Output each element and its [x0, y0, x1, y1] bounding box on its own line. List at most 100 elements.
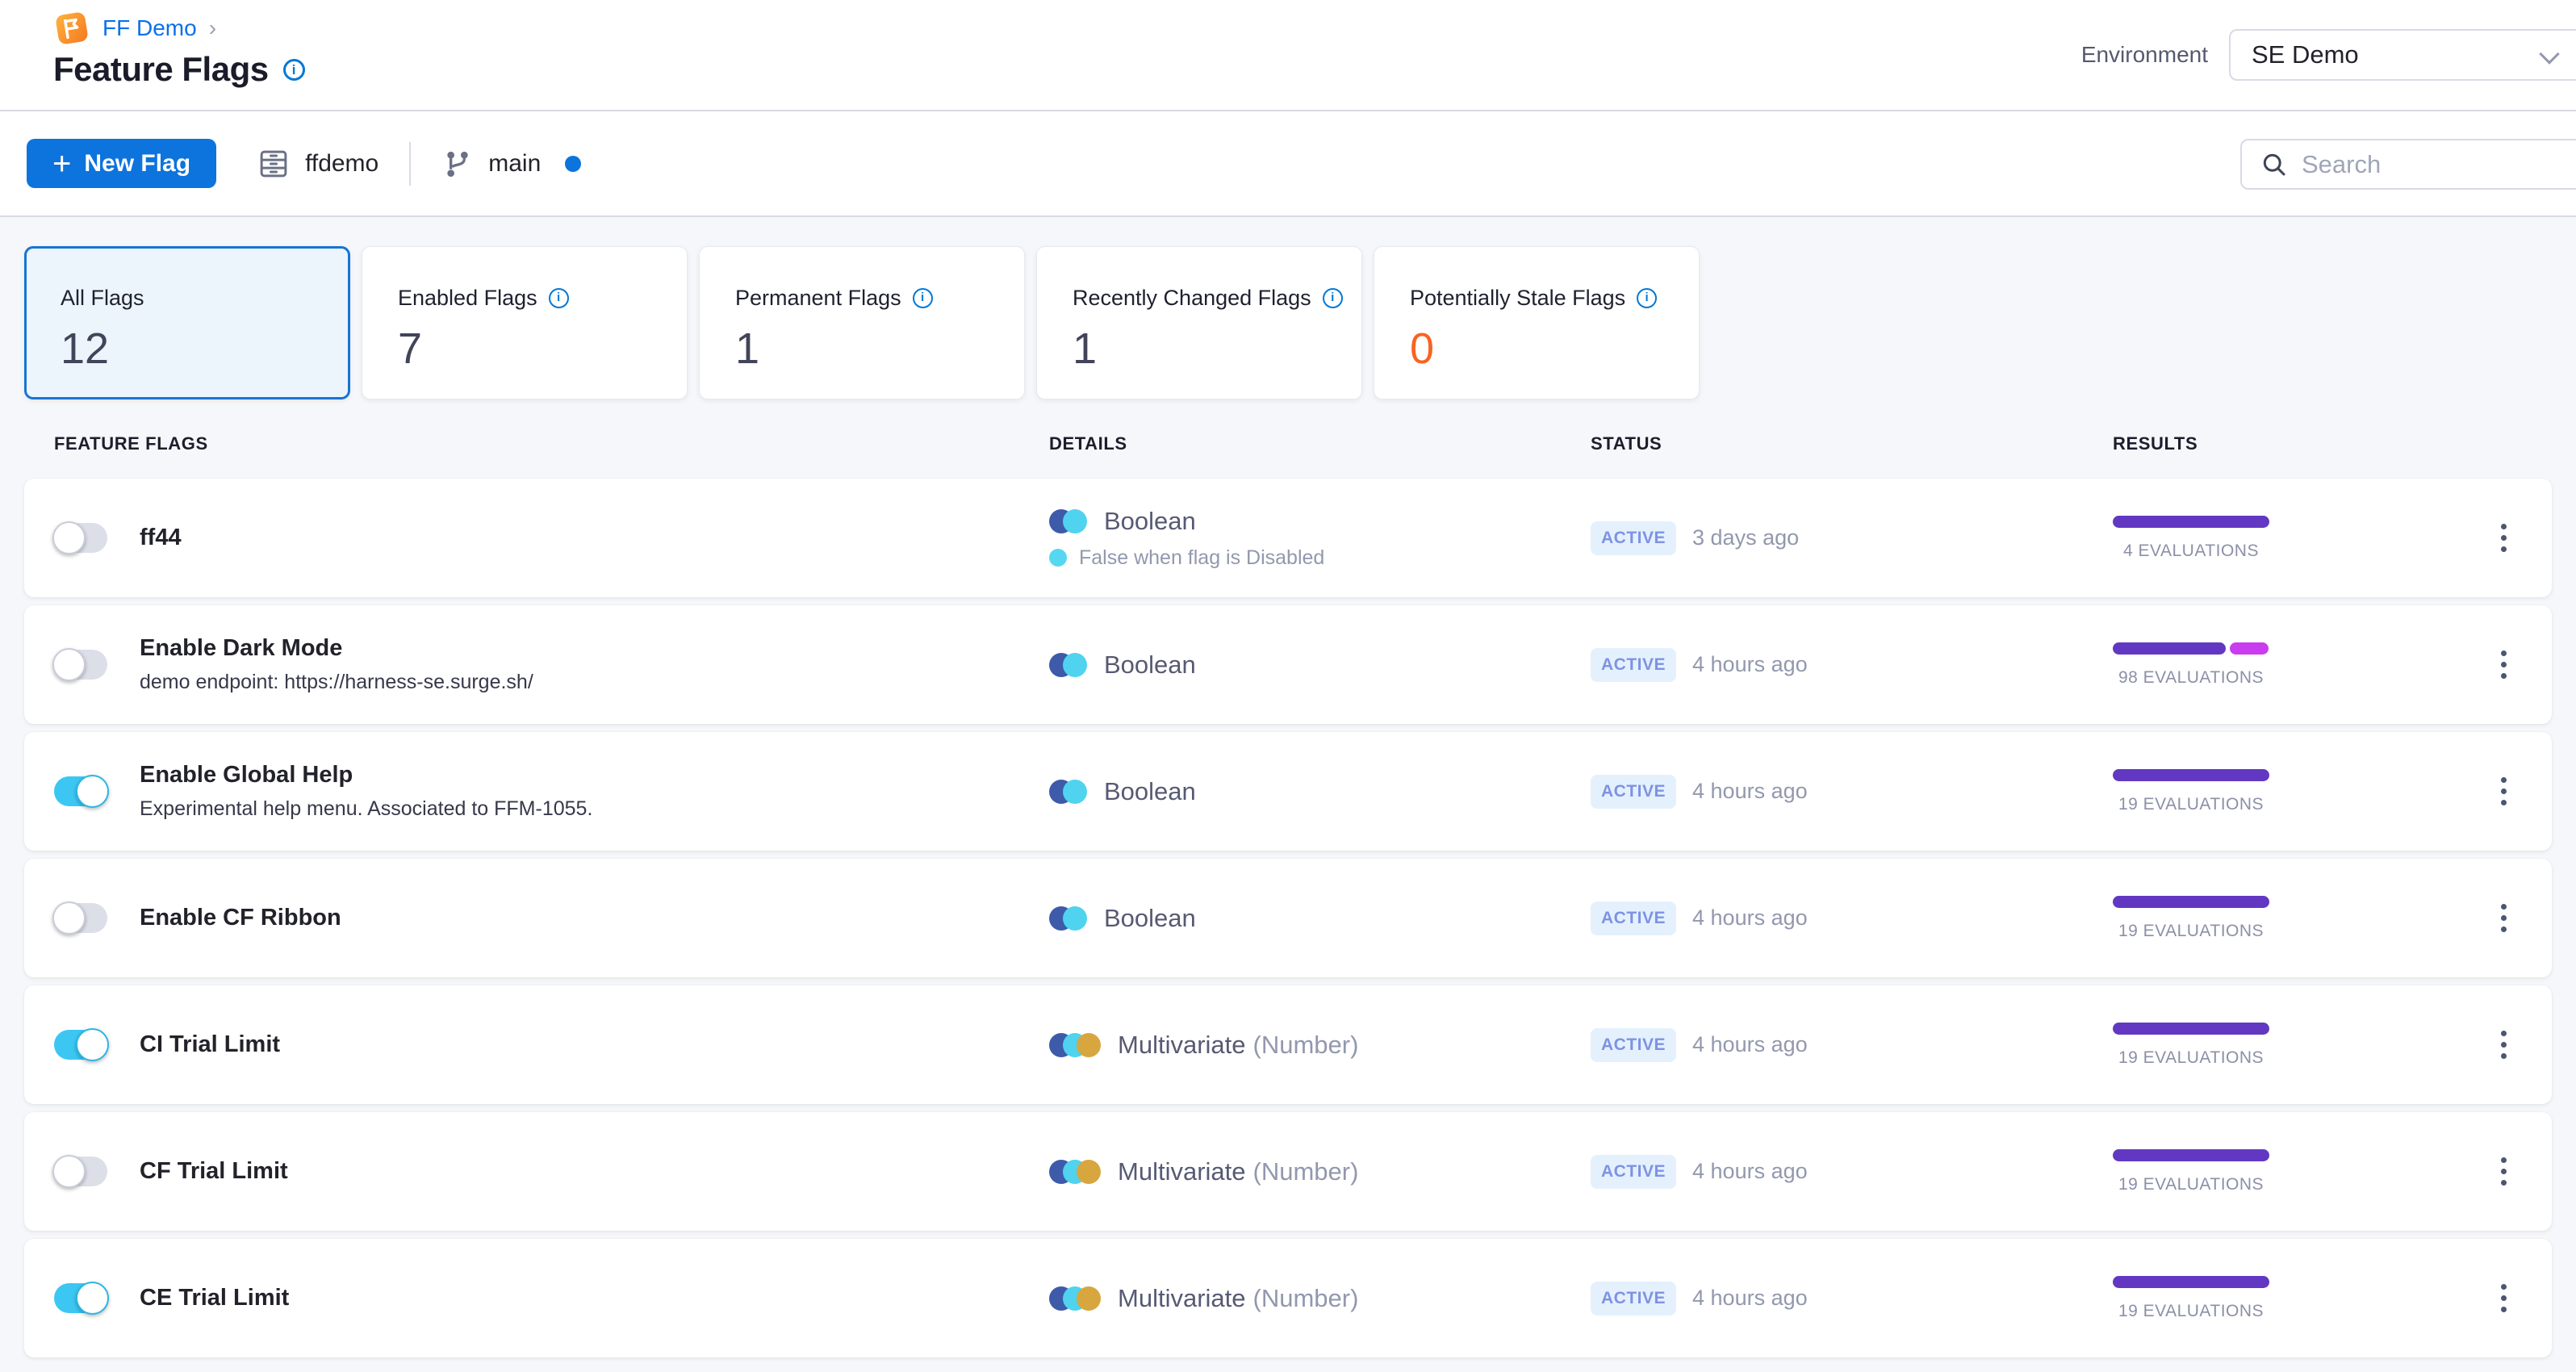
summary-card-label: Permanent Flags [735, 286, 901, 310]
info-icon[interactable] [1637, 288, 1658, 308]
row-menu-button[interactable] [2486, 1279, 2521, 1317]
flag-subtype: (Number) [1252, 1030, 1359, 1059]
flag-type-icon [1049, 906, 1088, 931]
toggle-knob [76, 1028, 109, 1061]
flag-toggle[interactable] [54, 775, 109, 808]
toggle-knob [76, 775, 109, 808]
flag-toggle[interactable] [52, 648, 107, 681]
new-flag-button[interactable]: + New Flag [27, 139, 217, 188]
info-icon[interactable] [912, 288, 933, 308]
flag-row[interactable]: CF Trial Limit Multivariate (Number) ACTI… [24, 1112, 2552, 1231]
summary-card-label: Enabled Flags [398, 286, 537, 310]
summary-card-label: Potentially Stale Flags [1410, 286, 1626, 310]
flag-type: Multivariate [1118, 1030, 1246, 1059]
row-menu-button[interactable] [2486, 519, 2521, 557]
flags-toolbar: + New Flag ffdemo main [0, 111, 2576, 217]
column-header-feature-flags: FEATURE FLAGS [54, 433, 208, 454]
flag-name: CE Trial Limit [140, 1285, 290, 1311]
summary-card-label: All Flags [61, 286, 144, 310]
toggle-knob [52, 521, 86, 554]
page-title-info-icon[interactable] [282, 58, 305, 81]
info-icon[interactable] [548, 288, 569, 308]
info-icon[interactable] [1322, 288, 1343, 308]
branch-selector[interactable]: main [441, 148, 582, 180]
status-badge: ACTIVE [1591, 774, 1677, 809]
table-header: FEATURE FLAGS DETAILS STATUS RESULTS [0, 433, 2576, 454]
flag-toggle[interactable] [52, 901, 107, 935]
flag-description: demo endpoint: https://harness-se.surge.… [140, 671, 533, 693]
breadcrumb: FF Demo › [53, 0, 2576, 47]
flag-row[interactable]: Enable CF Ribbon Boolean ACTIVE 4 hours … [24, 859, 2552, 977]
flag-type-icon [1049, 508, 1088, 533]
results-bar [2113, 1022, 2269, 1035]
search-icon [2263, 153, 2285, 175]
row-menu-button[interactable] [2486, 646, 2521, 684]
flag-type-icon [1049, 779, 1088, 804]
summary-card-value: 12 [61, 324, 110, 373]
results-bar [2113, 895, 2269, 908]
flag-toggle[interactable] [52, 1155, 107, 1188]
flag-toggle[interactable] [52, 521, 107, 554]
last-change-time: 4 hours ago [1692, 1159, 1808, 1183]
page-header: FF Demo › Feature Flags Environment SE D… [0, 0, 2576, 111]
row-menu-button[interactable] [2486, 772, 2521, 810]
summary-card[interactable]: Permanent Flags 1 [699, 246, 1025, 399]
results-bar [2113, 1148, 2269, 1161]
summary-card[interactable]: Potentially Stale Flags 0 [1374, 246, 1700, 399]
row-menu-button[interactable] [2486, 899, 2521, 937]
harness-ff-logo-icon [56, 12, 88, 44]
results-bar [2113, 1275, 2269, 1288]
flag-subtype: (Number) [1252, 1157, 1359, 1186]
summary-card-value: 1 [1073, 324, 1098, 373]
flags-list: ff44 Boolean False when flag is Disabled… [24, 479, 2552, 1357]
row-menu-button[interactable] [2486, 1152, 2521, 1190]
summary-card[interactable]: Enabled Flags 7 [362, 246, 688, 399]
flag-type-icon [1049, 1286, 1102, 1311]
toggle-knob [52, 648, 86, 681]
flag-type: Boolean [1104, 506, 1196, 535]
repo-selector[interactable]: ffdemo [257, 147, 378, 181]
flag-type: Multivariate [1118, 1283, 1246, 1312]
environment-select[interactable]: SE Demo [2229, 29, 2576, 81]
row-menu-button[interactable] [2486, 1026, 2521, 1064]
evaluations-count: 98 EVALUATIONS [2118, 667, 2264, 687]
summary-card-label: Recently Changed Flags [1073, 286, 1311, 310]
repo-icon [260, 150, 287, 177]
flag-subtype: (Number) [1252, 1283, 1359, 1312]
flag-row[interactable]: CE Trial Limit Multivariate (Number) ACTI… [24, 1239, 2552, 1357]
flag-toggle[interactable] [54, 1282, 109, 1315]
summary-card[interactable]: All Flags 12 [24, 246, 350, 399]
toggle-knob [76, 1282, 109, 1315]
summary-card-value: 0 [1410, 324, 1435, 373]
search-box [2240, 139, 2576, 190]
last-change-time: 4 hours ago [1692, 779, 1808, 803]
branch-status-dot [565, 155, 582, 172]
results-bar [2113, 642, 2269, 655]
summary-cards: All Flags 12 Enabled Flags 7 Permanent F… [24, 246, 2576, 399]
repo-name: ffdemo [305, 149, 379, 177]
last-change-time: 3 days ago [1692, 525, 1800, 550]
page-title: Feature Flags [53, 50, 269, 88]
results-bar [2113, 768, 2269, 781]
status-badge: ACTIVE [1591, 521, 1677, 555]
variation-note: False when flag is Disabled [1079, 546, 1325, 569]
flag-row[interactable]: Enable Global Help Experimental help men… [24, 732, 2552, 851]
column-header-details: DETAILS [1049, 433, 1127, 454]
branch-name: main [488, 149, 542, 177]
search-input[interactable] [2302, 149, 2544, 179]
flag-row[interactable]: Enable Dark Mode demo endpoint: https://… [24, 605, 2552, 724]
last-change-time: 4 hours ago [1692, 652, 1808, 676]
flag-name: Enable CF Ribbon [140, 905, 341, 931]
flag-name: ff44 [140, 525, 182, 550]
flag-row[interactable]: CI Trial Limit Multivariate (Number) ACTI… [24, 985, 2552, 1104]
flag-type-icon [1049, 1032, 1102, 1057]
flag-toggle[interactable] [54, 1028, 109, 1061]
summary-card[interactable]: Recently Changed Flags 1 [1036, 246, 1362, 399]
toggle-knob [52, 1155, 86, 1188]
flag-row[interactable]: ff44 Boolean False when flag is Disabled… [24, 479, 2552, 597]
last-change-time: 4 hours ago [1692, 1286, 1808, 1310]
flag-name: CI Trial Limit [140, 1031, 281, 1057]
status-badge: ACTIVE [1591, 647, 1677, 682]
breadcrumb-project-link[interactable]: FF Demo [102, 15, 197, 40]
status-badge: ACTIVE [1591, 901, 1677, 935]
